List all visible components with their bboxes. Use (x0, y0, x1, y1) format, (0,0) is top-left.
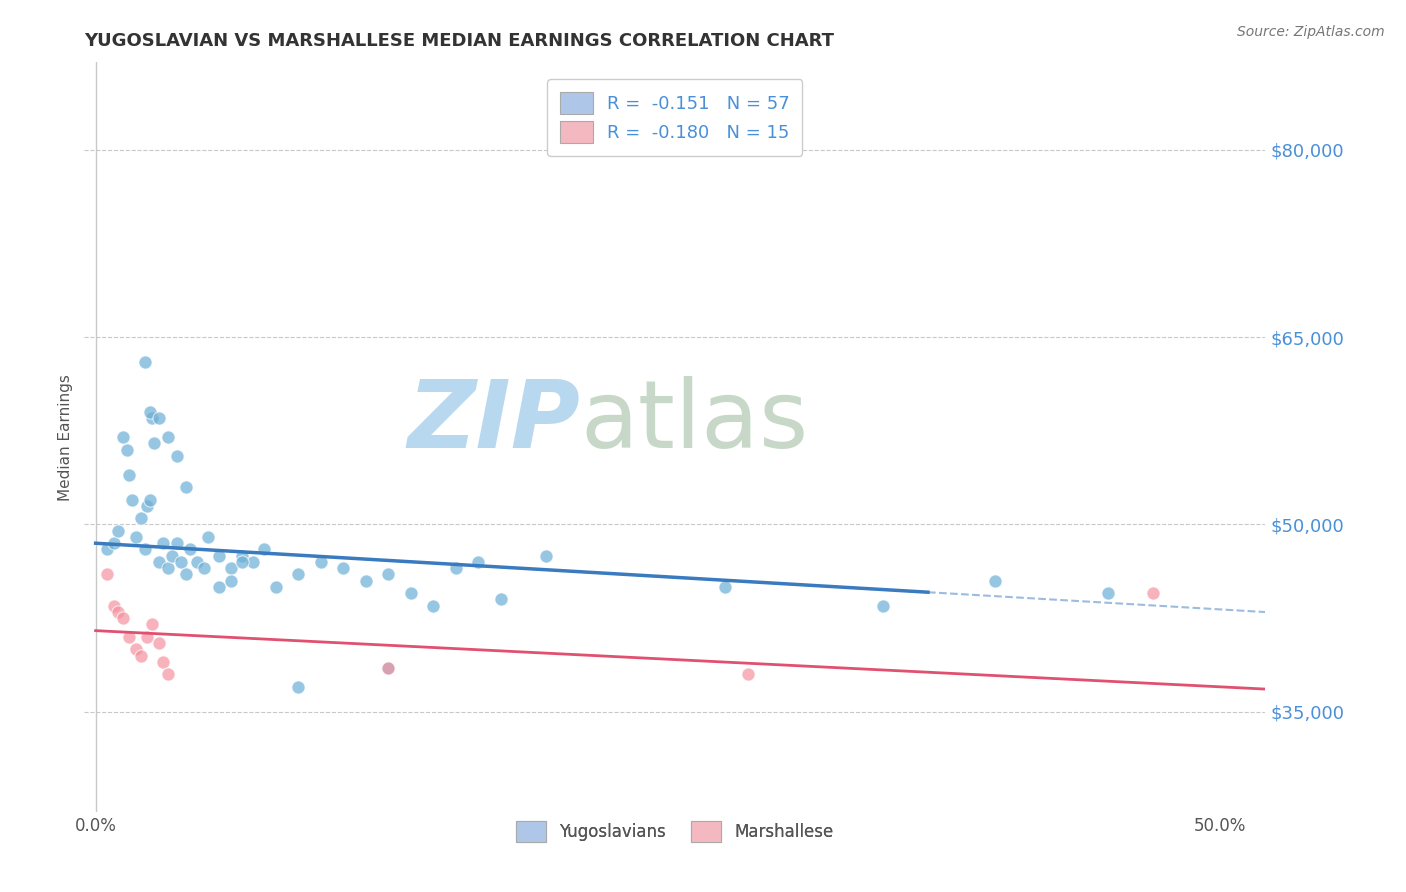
Point (377, 661, 399, 675)
Point (111, 430, 134, 444)
Point (208, 549, 231, 563)
Point (166, 449, 188, 463)
Point (197, 530, 219, 544)
Point (156, 667, 179, 681)
Point (219, 561, 242, 575)
Point (179, 542, 201, 557)
Point (141, 411, 163, 425)
Text: ZIP: ZIP (408, 376, 581, 468)
Point (1097, 586, 1119, 600)
Point (156, 430, 179, 444)
Point (714, 580, 737, 594)
Point (129, 511, 152, 525)
Point (186, 555, 208, 569)
Point (103, 599, 125, 613)
Point (231, 555, 253, 569)
Point (121, 492, 143, 507)
Text: YUGOSLAVIAN VS MARSHALLESE MEDIAN EARNINGS CORRELATION CHART: YUGOSLAVIAN VS MARSHALLESE MEDIAN EARNIN… (84, 32, 834, 50)
Point (134, 542, 156, 557)
Point (160, 549, 183, 563)
Point (96, 567, 118, 582)
Point (208, 580, 231, 594)
Point (141, 617, 163, 632)
Point (111, 611, 134, 625)
Point (219, 574, 242, 588)
Point (534, 549, 557, 563)
Point (193, 561, 215, 575)
Point (264, 580, 287, 594)
Point (138, 405, 160, 419)
Point (467, 555, 489, 569)
Point (1142, 586, 1164, 600)
Point (148, 555, 170, 569)
Point (136, 630, 159, 644)
Point (399, 586, 422, 600)
Y-axis label: Median Earnings: Median Earnings (58, 374, 73, 500)
Point (287, 567, 309, 582)
Point (174, 480, 197, 494)
Text: Source: ZipAtlas.com: Source: ZipAtlas.com (1237, 25, 1385, 39)
Point (129, 648, 152, 663)
Point (118, 467, 141, 482)
Point (984, 574, 1007, 588)
Point (354, 574, 377, 588)
Point (872, 599, 894, 613)
Point (152, 655, 174, 669)
Point (148, 636, 170, 650)
Point (152, 536, 174, 550)
Point (377, 567, 399, 582)
Point (134, 355, 156, 369)
Point (103, 536, 125, 550)
Point (125, 642, 148, 657)
Point (309, 555, 332, 569)
Point (170, 555, 193, 569)
Point (96, 542, 118, 557)
Point (174, 567, 197, 582)
Point (118, 630, 141, 644)
Legend: Yugoslavians, Marshallese: Yugoslavians, Marshallese (509, 814, 841, 848)
Point (136, 499, 159, 513)
Text: atlas: atlas (581, 376, 808, 468)
Point (287, 680, 309, 694)
Point (143, 436, 166, 450)
Point (253, 542, 276, 557)
Point (737, 667, 759, 681)
Point (107, 524, 129, 538)
Point (231, 549, 253, 563)
Point (125, 530, 148, 544)
Point (148, 411, 170, 425)
Point (166, 536, 188, 550)
Point (332, 561, 354, 575)
Point (138, 492, 160, 507)
Point (444, 561, 467, 575)
Point (156, 561, 179, 575)
Point (107, 605, 129, 619)
Point (489, 592, 512, 607)
Point (422, 599, 444, 613)
Point (242, 555, 264, 569)
Point (115, 442, 138, 457)
Point (377, 661, 399, 675)
